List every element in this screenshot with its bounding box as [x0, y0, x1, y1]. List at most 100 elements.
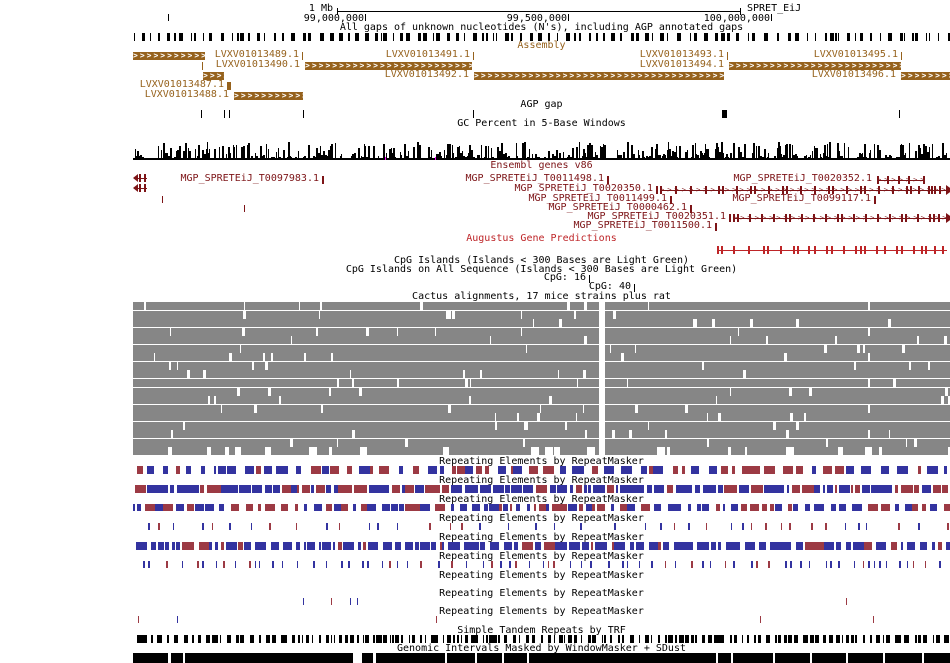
alignment-row[interactable]: [133, 396, 950, 404]
item-label[interactable]: LVXV01013489.1: [214, 49, 299, 60]
item-tick[interactable]: [303, 110, 304, 118]
alignment-gap: [809, 388, 812, 396]
item-tick[interactable]: [670, 196, 672, 204]
item-tick[interactable]: [303, 598, 304, 605]
alignment-row[interactable]: [133, 302, 950, 310]
alignment-row[interactable]: [133, 319, 950, 327]
assembly-contig-bar[interactable]: >>>>>>>>>>>>>>>>>>>>>>>>>>>>>>: [305, 62, 472, 70]
item-label[interactable]: MGP_SPRETEiJ_T0020350.1: [514, 183, 653, 194]
item-label[interactable]: MGP_SPRETEiJ_T0099117.1: [732, 193, 871, 204]
item-label[interactable]: MGP_SPRETEiJ_T0011499.1: [528, 193, 667, 204]
item-tick[interactable]: [302, 52, 303, 60]
item-tick[interactable]: [729, 214, 731, 222]
item-tick[interactable]: [690, 205, 692, 213]
bar: [888, 33, 892, 41]
item-tick[interactable]: [607, 176, 609, 184]
item-label[interactable]: LVXV01013487.1: [139, 79, 224, 90]
item-tick[interactable]: [224, 110, 225, 118]
item-tick[interactable]: [229, 110, 230, 118]
item-tick[interactable]: [727, 52, 728, 60]
item-tick[interactable]: [473, 110, 474, 118]
alignment-row[interactable]: [133, 328, 950, 336]
item-tick[interactable]: [331, 598, 332, 605]
item-label[interactable]: LVXV01013494.1: [639, 59, 724, 70]
item-tick[interactable]: [202, 62, 203, 70]
item-tick[interactable]: [201, 110, 202, 118]
item-label[interactable]: LVXV01013491.1: [385, 49, 470, 60]
alignment-row[interactable]: [133, 353, 950, 361]
gc-bar: [187, 158, 188, 160]
item-label[interactable]: MGP_SPRETEiJ_T0097983.1: [180, 173, 319, 184]
item-label[interactable]: LVXV01013492.1: [384, 69, 469, 80]
item-label[interactable]: LVXV01013488.1: [144, 89, 229, 100]
bar: [922, 485, 931, 493]
exon-tick: [768, 186, 770, 194]
item-tick[interactable]: [901, 52, 902, 60]
assembly-contig-bar[interactable]: >>>>>>>>>>>>>>>>>>>>>>>>>>>>>>>>>>>>>>>>…: [474, 72, 724, 80]
item-label[interactable]: LVXV01013495.1: [813, 49, 898, 60]
item-tick[interactable]: [873, 616, 874, 623]
item-tick[interactable]: [162, 196, 163, 203]
item-label[interactable]: MGP_SPRETEiJ_T0011500.1: [573, 220, 712, 231]
alignment-row[interactable]: [133, 379, 950, 387]
masked-intervals-bar[interactable]: [133, 653, 950, 663]
item-label[interactable]: MGP_SPRETEiJ_T0020351.1: [587, 211, 726, 222]
item-label[interactable]: LVXV01013496.1: [811, 69, 896, 80]
assembly-contig-bar[interactable]: >>>>>>: [203, 72, 224, 80]
alignment-row[interactable]: [133, 447, 950, 455]
item-tick[interactable]: [227, 82, 231, 90]
item-tick[interactable]: [874, 196, 876, 204]
item-tick[interactable]: [722, 110, 727, 118]
item-label[interactable]: CpG: 40: [588, 281, 631, 292]
assembly-contig-bar[interactable]: >>>>>>>>>>>>>>: [234, 92, 303, 100]
item-label[interactable]: MGP_SPRETEiJ_T0000462.1: [548, 202, 687, 213]
assembly-contig-bar[interactable]: >>>>>>>>>>>>>>: [133, 52, 205, 60]
bar: [936, 635, 940, 643]
bar: [379, 466, 389, 474]
item-tick[interactable]: [715, 223, 717, 231]
item-tick[interactable]: [350, 598, 351, 605]
bar: [201, 466, 205, 474]
item-label[interactable]: LVXV01013490.1: [215, 59, 300, 70]
item-tick[interactable]: [473, 52, 474, 60]
item-tick[interactable]: [656, 186, 658, 194]
item-tick[interactable]: [322, 176, 324, 184]
item-label[interactable]: LVXV01013493.1: [639, 49, 724, 60]
gene-model-line[interactable]: [660, 190, 947, 191]
alignment-row[interactable]: [133, 336, 950, 344]
alignment-row[interactable]: [133, 362, 950, 370]
item-label[interactable]: MGP_SPRETEiJ_T0020352.1: [733, 173, 872, 184]
alignment-row[interactable]: [133, 405, 950, 413]
alignment-row[interactable]: [133, 413, 950, 421]
gc-bar: [174, 157, 176, 160]
item-tick[interactable]: [436, 616, 437, 623]
alignment-row[interactable]: [133, 422, 950, 430]
item-tick[interactable]: [177, 616, 178, 623]
bar: [382, 504, 390, 511]
alignment-gap: [350, 370, 351, 378]
item-tick[interactable]: [846, 598, 847, 605]
gc-bar: [245, 158, 246, 160]
assembly-contig-bar[interactable]: >>>>>>>>>>>>>>>>>>>>>>>>>>>>>>>: [729, 62, 901, 70]
alignment-row[interactable]: [133, 430, 950, 438]
item-tick[interactable]: [357, 598, 358, 605]
item-tick[interactable]: [138, 616, 139, 623]
alignment-row[interactable]: [133, 439, 950, 447]
item-tick[interactable]: [589, 275, 590, 283]
bar: [182, 561, 183, 568]
alignment-row[interactable]: [133, 311, 950, 319]
alignment-row[interactable]: [133, 345, 950, 353]
gene-model-line[interactable]: [733, 218, 947, 219]
alignment-row[interactable]: [133, 388, 950, 396]
gene-model-line[interactable]: [877, 180, 925, 181]
gc-bar: [567, 157, 568, 160]
item-label[interactable]: CpG: 16: [543, 272, 586, 283]
assembly-contig-bar[interactable]: >>>>>>>>>>>: [901, 72, 950, 80]
alignment-row[interactable]: [133, 370, 950, 378]
item-tick[interactable]: [244, 205, 245, 212]
item-tick[interactable]: [899, 110, 900, 118]
item-label[interactable]: MGP_SPRETEiJ_T0011498.1: [465, 173, 604, 184]
bar: [511, 485, 522, 493]
item-tick[interactable]: [634, 284, 635, 292]
item-tick[interactable]: [760, 616, 761, 623]
